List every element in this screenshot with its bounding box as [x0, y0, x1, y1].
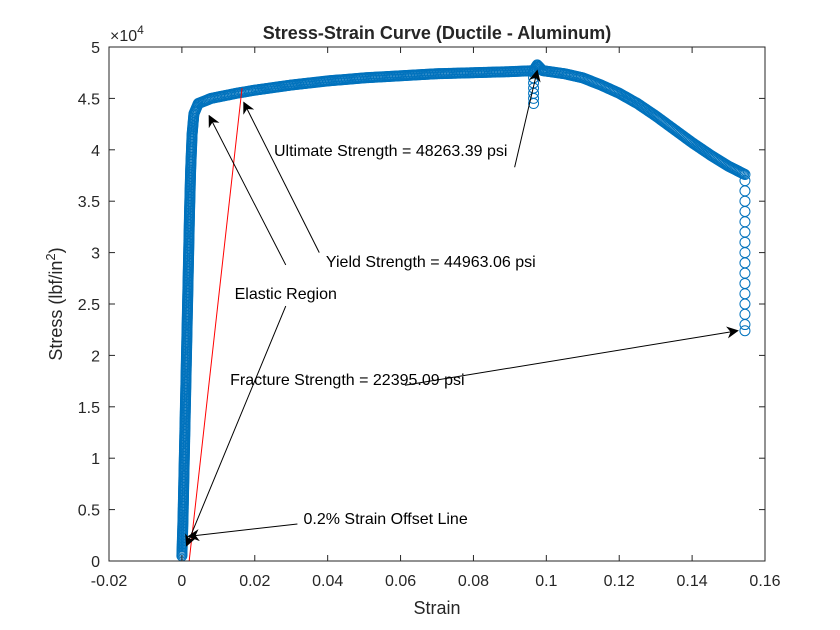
annotation-label: 0.2% Strain Offset Line: [303, 511, 467, 528]
annotation-label: Fracture Strength = 22395.09 psi: [230, 372, 464, 389]
y-tick-label: 2: [91, 348, 100, 365]
chart-title: Stress-Strain Curve (Ductile - Aluminum): [263, 23, 611, 43]
data-point: [739, 168, 751, 180]
annotation-label: Yield Strength = 44963.06 psi: [326, 254, 536, 271]
annotation-label: Elastic Region: [235, 286, 337, 303]
annotation-arrow: [243, 101, 320, 253]
y-tick-label: 2.5: [78, 297, 100, 314]
offset-line: [188, 88, 243, 562]
y-tick-label: 5: [91, 40, 100, 57]
y-tick-label: 1.5: [78, 400, 100, 417]
annotation-arrow: [404, 326, 739, 386]
annotations: Ultimate Strength = 48263.39 psi Yield St…: [185, 69, 739, 547]
x-tick-label: 0.12: [604, 573, 635, 590]
y-axis-label-main: Stress (lbf/in: [46, 261, 66, 361]
y-tick-label: 3.5: [78, 194, 100, 211]
x-tick-label: 0: [177, 573, 186, 590]
axes: -0.02 0 0.02 0.04 0.06 0.08 0.1 0.12 0.14 0.16 0 0.…: [78, 40, 781, 590]
annotation-arrow: [514, 69, 541, 168]
x-tick-label: 0.06: [385, 573, 416, 590]
y-exponent-base: ×10: [110, 28, 137, 45]
y-axis-label: Stress (lbf/in2): [43, 247, 66, 360]
x-tick-label: -0.02: [91, 573, 128, 590]
y-axis-label-sup: 2: [43, 253, 58, 260]
y-tick-label: 4.5: [78, 91, 100, 108]
y-axis-label-close: ): [46, 247, 66, 253]
plot-area: [176, 59, 751, 562]
x-tick-label: 0.16: [749, 573, 780, 590]
y-exponent-power: 4: [137, 23, 144, 37]
data-point: [739, 319, 751, 331]
annotation-label: Ultimate Strength = 48263.39 psi: [274, 143, 507, 160]
x-tick-label: 0.04: [312, 573, 343, 590]
annotation-arrow: [187, 523, 298, 542]
data-point: [528, 92, 540, 104]
y-tick-label: 1: [91, 451, 100, 468]
x-axis-label: Strain: [413, 598, 460, 618]
y-tick-label: 3: [91, 246, 100, 263]
y-exponent-label: ×104: [110, 23, 144, 45]
x-tick-label: 0.02: [239, 573, 270, 590]
x-tick-label: 0.1: [535, 573, 557, 590]
y-tick-label: 0: [91, 554, 100, 571]
y-tick-label: 4: [91, 143, 100, 160]
x-tick-label: 0.14: [677, 573, 708, 590]
y-tick-label: 0.5: [78, 503, 100, 520]
data-point: [739, 325, 751, 337]
annotation-arrow: [208, 114, 287, 266]
data-point: [528, 98, 540, 110]
x-tick-label: 0.08: [458, 573, 489, 590]
annotation-arrow: [185, 305, 287, 547]
